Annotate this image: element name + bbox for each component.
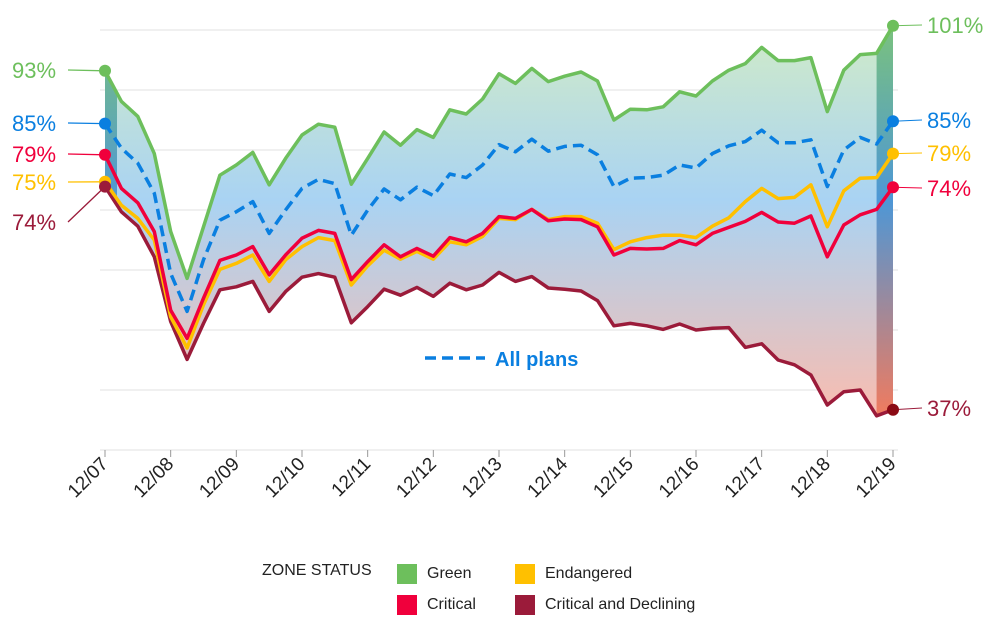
start-value-label-all: 85% [12, 111, 56, 136]
start-leader-line-all [67, 122, 106, 125]
start-value-label-declining: 74% [12, 210, 56, 235]
start-value-label-critical: 79% [12, 142, 56, 167]
x-tick-label: 12/09 [195, 454, 243, 502]
start-leader-line-green [67, 69, 106, 72]
x-tick-label: 12/19 [852, 454, 900, 502]
all-plans-label: All plans [495, 349, 578, 371]
end-point-declining [887, 403, 899, 416]
x-tick-label: 12/08 [130, 454, 178, 502]
legend-item-endangered: Endangered [515, 564, 632, 584]
end-value-label-all: 85% [927, 108, 971, 133]
x-tick-label: 12/15 [589, 454, 637, 502]
end-range-band [876, 25, 893, 416]
legend-label: Endangered [545, 565, 633, 582]
series-line-declining [103, 185, 894, 418]
legend-label: Critical and Declining [545, 596, 696, 613]
x-tick-label: 12/14 [524, 453, 573, 502]
start-leader-line-declining [67, 186, 106, 223]
end-value-label-endangered: 79% [927, 141, 971, 166]
start-value-label-endangered: 75% [12, 170, 56, 195]
end-point-green [887, 19, 899, 32]
end-point-endangered [887, 147, 899, 160]
x-tick-label: 12/12 [392, 454, 440, 502]
start-point-declining [99, 180, 111, 193]
x-tick-label: 12/07 [64, 454, 112, 502]
legend-label: Green [427, 565, 472, 582]
start-point-critical [99, 148, 111, 161]
start-point-all [99, 117, 111, 130]
start-leader-line-critical [67, 153, 106, 156]
legend-swatch-green [397, 564, 417, 584]
legend-item-critical-and-declining: Critical and Declining [515, 595, 695, 615]
start-point-green [99, 64, 111, 77]
legend-item-critical: Critical [397, 595, 476, 615]
start-value-label-green: 93% [12, 58, 56, 83]
x-tick-label: 12/17 [721, 454, 769, 502]
series-line-critical [103, 154, 895, 341]
series-line-all [103, 120, 895, 314]
all-plans-annotation: All plans [425, 349, 578, 371]
legend-item-green: Green [397, 564, 471, 584]
x-tick-label: 12/13 [458, 454, 506, 502]
x-tick-label: 12/18 [786, 454, 834, 502]
x-tick-label: 12/16 [655, 454, 703, 502]
legend-label: Critical [427, 596, 476, 613]
end-value-label-declining: 37% [927, 396, 971, 421]
legend-swatch-critical [397, 595, 417, 615]
legend-title: ZONE STATUS [262, 562, 372, 579]
end-value-label-critical: 74% [927, 176, 971, 201]
end-value-label-green: 101% [927, 13, 983, 38]
legend-swatch-endangered [515, 564, 535, 584]
end-point-all [887, 115, 899, 128]
x-tick-label: 12/10 [261, 454, 309, 502]
end-point-critical [887, 181, 899, 194]
x-tick-label: 12/11 [328, 454, 375, 501]
series-line-green [103, 24, 895, 281]
legend-swatch-critical-and-declining [515, 595, 535, 615]
